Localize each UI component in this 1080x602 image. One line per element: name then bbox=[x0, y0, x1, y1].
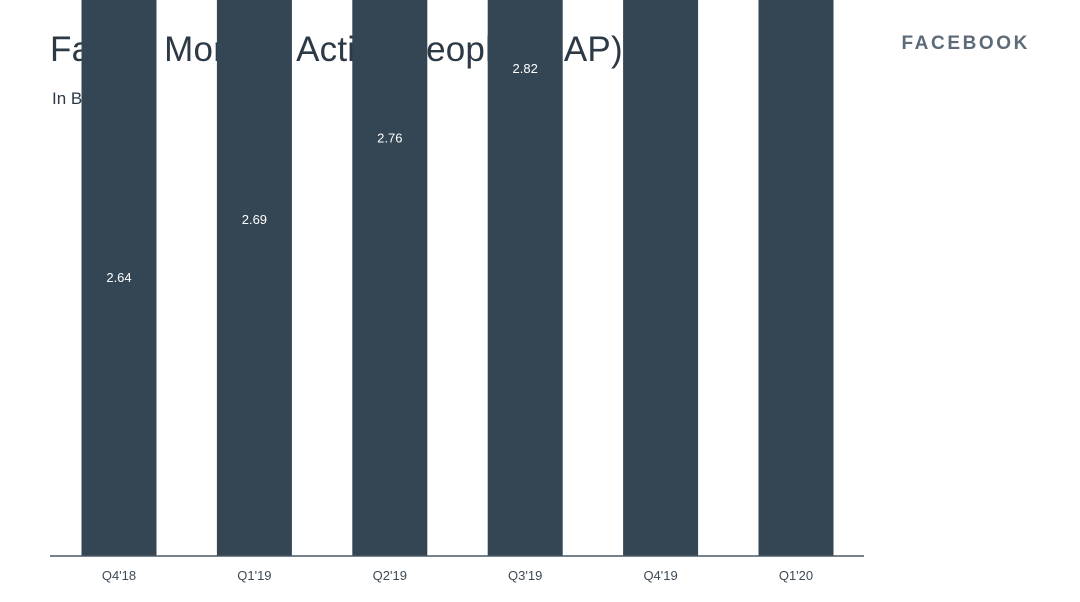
bar bbox=[216, 0, 292, 556]
bar bbox=[623, 0, 699, 556]
bar-value-label: 2.69 bbox=[242, 212, 267, 227]
brand-logo: FACEBOOK bbox=[901, 33, 1030, 54]
x-tick-label: Q3'19 bbox=[508, 568, 542, 583]
x-tick-label: Q2'19 bbox=[373, 568, 407, 583]
x-tick-label: Q1'20 bbox=[779, 568, 813, 583]
bar-value-label: 2.82 bbox=[513, 61, 538, 76]
bar bbox=[758, 0, 834, 556]
bar-value-label: 2.76 bbox=[377, 131, 402, 146]
bar bbox=[81, 0, 157, 556]
bar bbox=[487, 0, 563, 556]
x-tick-label: Q4'19 bbox=[643, 568, 677, 583]
chart-bars: 2.642.692.762.822.892.99 bbox=[81, 0, 834, 556]
x-axis-ticks: Q4'18 Q1'19 Q2'19 Q3'19 Q4'19 Q1'20 bbox=[102, 568, 813, 583]
x-tick-label: Q1'19 bbox=[237, 568, 271, 583]
bar bbox=[352, 0, 428, 556]
bar-value-label: 2.64 bbox=[106, 270, 131, 285]
x-tick-label: Q4'18 bbox=[102, 568, 136, 583]
